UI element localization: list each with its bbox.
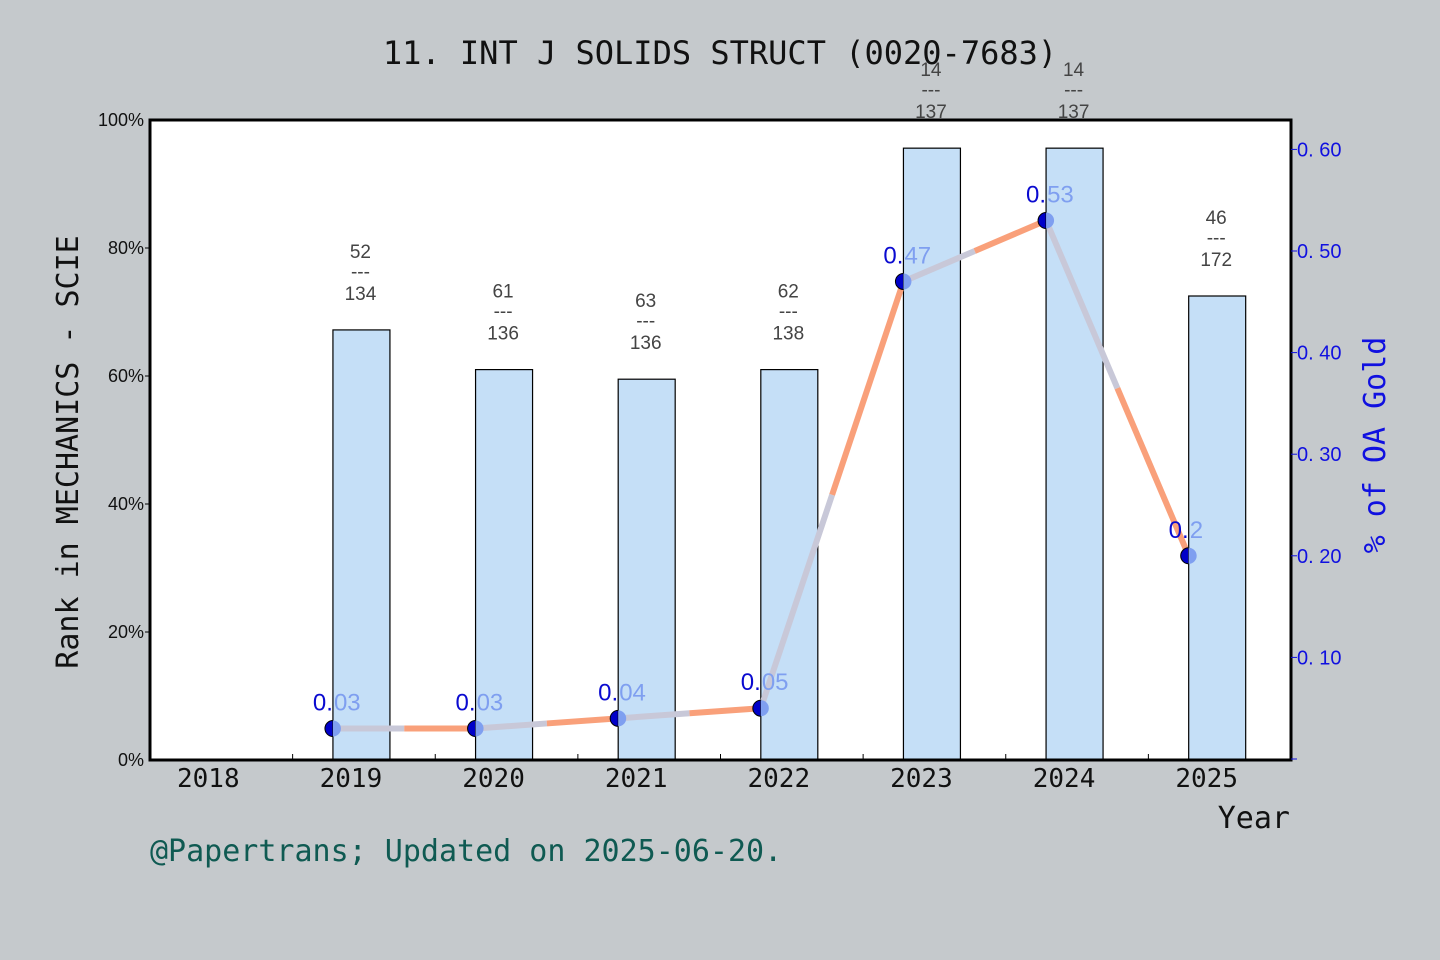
- svg-text:05: 05: [762, 669, 789, 696]
- y-axis-title: Rank in MECHANICS - SCIE: [51, 235, 86, 668]
- rank-label: 63: [635, 291, 656, 312]
- y2-tick-label: 0. 30: [1297, 444, 1341, 466]
- total-label: 137: [1058, 102, 1090, 123]
- oa-value-label: 0.: [456, 690, 476, 717]
- svg-text:---: ---: [779, 302, 798, 323]
- y2-tick-label: 0. 60: [1297, 139, 1341, 161]
- y-tick-label: 20%: [108, 622, 144, 642]
- data-point-marker: [1180, 547, 1197, 565]
- rank-label: 14: [1063, 60, 1085, 81]
- total-label: 136: [630, 333, 662, 354]
- rank-label: 14: [920, 60, 942, 81]
- chart-title: 11. INT J SOLIDS STRUCT (0020-7683): [382, 34, 1058, 72]
- svg-text:53: 53: [1047, 182, 1074, 209]
- total-label: 138: [772, 324, 804, 345]
- svg-text:---: ---: [351, 262, 370, 283]
- bar-series: [332, 147, 1247, 761]
- x-tick-label: 2019: [320, 764, 383, 794]
- svg-text:47: 47: [904, 242, 931, 269]
- rank-label: 61: [492, 282, 513, 303]
- bar-2023: [902, 147, 962, 761]
- x-tick-label: 2023: [890, 764, 953, 794]
- y2-tick-label: 0. 40: [1297, 343, 1341, 365]
- oa-value-label: 0.: [1026, 182, 1046, 209]
- total-label: 136: [487, 324, 519, 345]
- svg-text:03: 03: [477, 690, 504, 717]
- x-tick-label: 2024: [1033, 764, 1096, 794]
- data-point-marker: [752, 699, 769, 717]
- x-tick-label: 2025: [1175, 764, 1238, 794]
- y2-axis-title: % of OA Gold: [1358, 337, 1393, 554]
- oa-value-label: 0.: [1169, 517, 1189, 544]
- y2-tick-label: 0. 50: [1297, 241, 1341, 263]
- x-tick-label: 2020: [462, 764, 525, 794]
- oa-value-label: 0.: [598, 679, 618, 706]
- total-label: 137: [915, 102, 947, 123]
- svg-text:---: ---: [1207, 228, 1226, 249]
- rank-label: 46: [1206, 208, 1227, 229]
- bar-2019: [332, 329, 391, 761]
- data-labels: 52---134 61---13663---13662---13814---137…: [313, 60, 1232, 716]
- y-tick-label: 40%: [108, 494, 144, 514]
- y-tick-label: 80%: [108, 238, 144, 258]
- y2-tick-label: 0. 10: [1297, 647, 1341, 669]
- bar-2020: [474, 369, 534, 761]
- svg-text:---: ---: [921, 80, 940, 101]
- svg-text:---: ---: [1064, 80, 1083, 101]
- oa-value-label: 0.: [741, 669, 761, 696]
- x-axis-title: Year: [1218, 801, 1290, 836]
- total-label: 172: [1200, 250, 1232, 271]
- svg-text:---: ---: [494, 302, 513, 323]
- data-point-marker: [895, 272, 912, 290]
- bar-2025: [1188, 295, 1247, 761]
- data-point-marker: [324, 720, 341, 738]
- plot-area: [150, 120, 1291, 760]
- footer-credit: @Papertrans; Updated on 2025-06-20.: [150, 834, 783, 869]
- x-tick-label: 2018: [177, 764, 240, 794]
- rank-label: 62: [778, 282, 799, 303]
- y2-tick-label: 0. 20: [1297, 546, 1341, 568]
- svg-text:04: 04: [619, 679, 646, 706]
- svg-text:2: 2: [1190, 517, 1203, 544]
- y-tick-label: 100%: [98, 110, 144, 130]
- oa-value-label: 0.: [883, 242, 903, 269]
- y-tick-label: 60%: [108, 366, 144, 386]
- svg-text:03: 03: [334, 690, 361, 717]
- svg-text:---: ---: [636, 311, 655, 332]
- data-point-marker: [1037, 212, 1055, 230]
- bar-2021: [617, 378, 676, 761]
- oa-gold-line: [324, 212, 1197, 738]
- data-point-marker: [609, 709, 627, 727]
- rank-label: 52: [350, 242, 371, 263]
- y-tick-label: 0%: [118, 750, 144, 770]
- data-point-marker: [467, 720, 484, 738]
- total-label: 134: [345, 284, 377, 305]
- x-tick-label: 2021: [605, 764, 668, 794]
- x-tick-label: 2022: [748, 764, 811, 794]
- axes: 0% 20% 40% 60% 80% 100% 0. 10 0. 20 0. 30 0. 40 0.…: [51, 110, 1393, 836]
- oa-value-label: 0.: [313, 690, 333, 717]
